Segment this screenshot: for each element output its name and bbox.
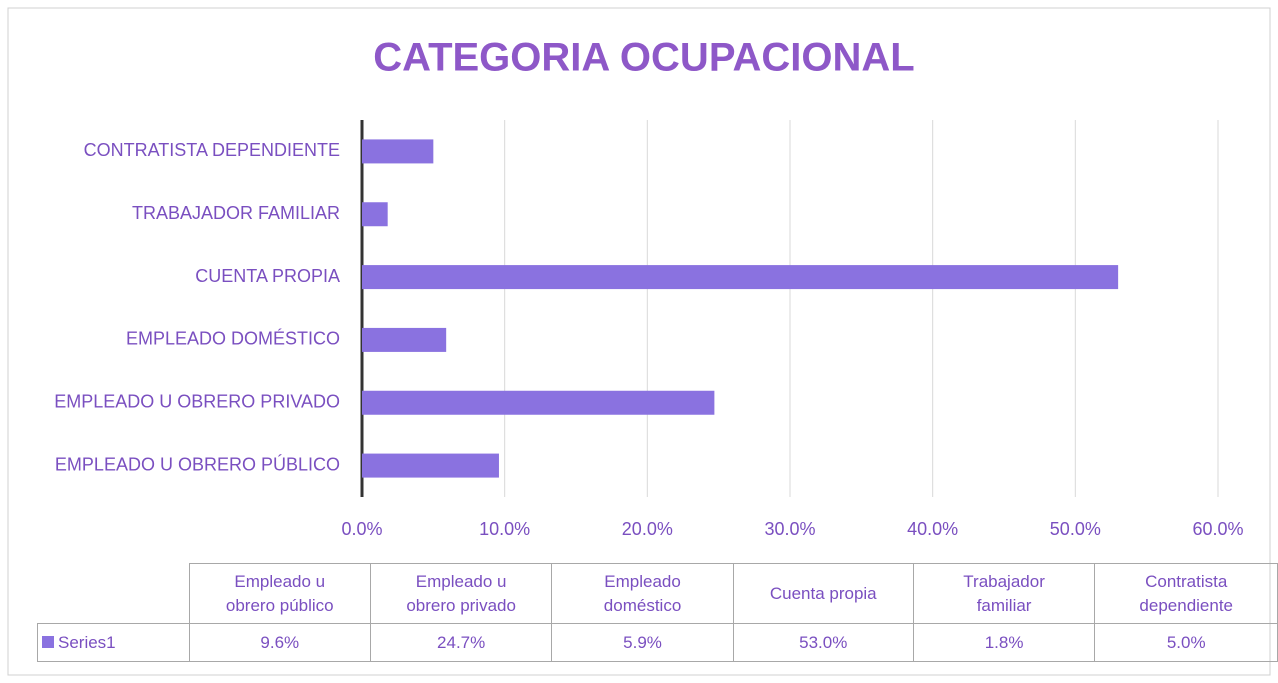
table-header: Contratista dependiente [1094,563,1278,624]
x-tick-label: 50.0% [1050,519,1101,539]
x-tick-label: 60.0% [1192,519,1243,539]
table-row: Series1 9.6% 24.7% 5.9% 53.0% 1.8% 5.0% [37,623,1278,662]
data-table: Empleado u obrero público Empleado u obre… [37,563,1278,662]
y-tick-label: CUENTA PROPIA [195,266,340,286]
table-value: 9.6% [188,623,371,662]
y-tick-label: TRABAJADOR FAMILIAR [132,203,340,223]
bar [362,453,499,478]
table-header: Empleado u obrero público [188,563,371,624]
x-tick-label: 20.0% [622,519,673,539]
y-tick-label: EMPLEADO U OBRERO PÚBLICO [55,453,340,474]
chart-border [7,7,1271,676]
bar [362,202,388,227]
table-header: Trabajador familiar [912,563,1096,624]
table-value: 5.9% [551,623,734,662]
table-header: Empleado doméstico [551,563,734,624]
legend-label: Series1 [58,632,116,652]
y-tick-label: EMPLEADO U OBRERO PRIVADO [54,392,340,412]
x-tick-label: 10.0% [479,519,530,539]
table-corner [38,564,190,624]
bar [362,327,447,352]
y-tick-label: EMPLEADO DOMÉSTICO [126,329,340,349]
bar [362,390,715,415]
x-tick-label: 0.0% [341,519,382,539]
table-header-row: Empleado u obrero público Empleado u obre… [38,563,1278,624]
x-tick-label: 40.0% [907,519,958,539]
legend-cell: Series1 [37,623,190,662]
chart-title: CATEGORIA OCUPACIONAL [373,36,914,80]
table-header: Cuenta propia [732,563,914,624]
table-value: 24.7% [369,623,553,662]
table-value: 5.0% [1094,623,1278,662]
bar [362,139,434,164]
table-value: 1.8% [912,623,1096,662]
x-tick-label: 30.0% [764,519,815,539]
y-tick-label: CONTRATISTA DEPENDIENTE [84,140,340,160]
table-header: Empleado u obrero privado [369,563,553,624]
legend-swatch [42,635,54,648]
bar [362,265,1119,290]
table-value: 53.0% [732,623,914,662]
